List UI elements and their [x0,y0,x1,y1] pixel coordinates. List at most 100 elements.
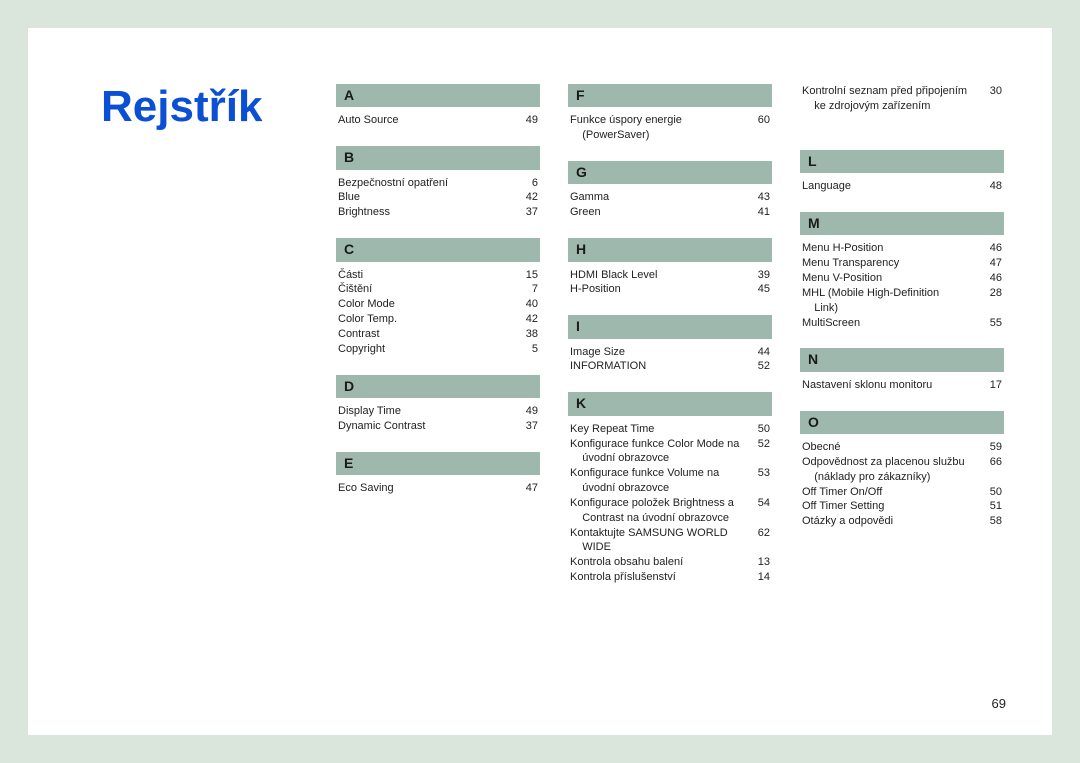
index-entry-label: Části [338,268,520,283]
index-entry: Contrast38 [336,327,540,342]
index-entry-label: Key Repeat Time [570,422,752,437]
index-entry: Copyright5 [336,342,540,357]
index-entry-label: HDMI Black Level [570,268,752,283]
index-entry: Display Time49 [336,404,540,419]
index-entry: Color Mode40 [336,297,540,312]
index-entry-page: 53 [752,466,770,481]
index-entry-label: H-Position [570,282,752,297]
index-entry: Blue42 [336,190,540,205]
index-entry-page: 47 [984,256,1002,271]
index-entry: Key Repeat Time50 [568,422,772,437]
index-entry: Menu H-Position46 [800,241,1004,256]
index-entry-page: 59 [984,440,1002,455]
page-title: Rejstřík [101,82,262,132]
index-entry-page: 51 [984,499,1002,514]
index-entry-page: 39 [752,268,770,283]
index-entry-page: 38 [520,327,538,342]
index-entry-label: MultiScreen [802,316,984,331]
index-entry: Auto Source49 [336,113,540,128]
index-entry-page: 30 [984,84,1002,99]
index-entry-page: 5 [520,342,538,357]
index-entry-page: 49 [520,113,538,128]
index-entry: Menu V-Position46 [800,271,1004,286]
index-column: Kontrolní seznam před připojením ke zdro… [800,84,1004,585]
index-section-header: I [568,315,772,338]
index-section-header: M [800,212,1004,235]
index-entry-page: 15 [520,268,538,283]
index-entry-label: Konfigurace funkce Color Mode na úvodní … [570,437,752,467]
index-entry-page: 54 [752,496,770,511]
index-entry: Kontrola obsahu balení13 [568,555,772,570]
index-entry: Nastavení sklonu monitoru17 [800,378,1004,393]
index-entry-label: Menu H-Position [802,241,984,256]
index-entry: Funkce úspory energie (PowerSaver)60 [568,113,772,143]
document-page: Rejstřík AAuto Source49BBezpečnostní opa… [28,28,1052,735]
index-entry-label: Konfigurace položek Brightness a Contras… [570,496,752,526]
index-entry-label: Menu Transparency [802,256,984,271]
index-entry-label: Otázky a odpovědi [802,514,984,529]
index-entry-page: 49 [520,404,538,419]
index-entry-label: Color Mode [338,297,520,312]
index-entry-page: 48 [984,179,1002,194]
index-column: FFunkce úspory energie (PowerSaver)60GGa… [568,84,772,585]
index-section-header: N [800,348,1004,371]
index-entry: Odpovědnost za placenou službu (náklady … [800,455,1004,485]
index-entry-label: INFORMATION [570,359,752,374]
index-entry: Off Timer Setting51 [800,499,1004,514]
index-entry-label: Kontrola příslušenství [570,570,752,585]
index-entry: Kontrola příslušenství14 [568,570,772,585]
index-entry-page: 45 [752,282,770,297]
index-entry-label: Off Timer Setting [802,499,984,514]
index-section-header: F [568,84,772,107]
index-entry-label: Eco Saving [338,481,520,496]
index-entry-label: Copyright [338,342,520,357]
index-entry-label: Image Size [570,345,752,360]
index-entry: Konfigurace položek Brightness a Contras… [568,496,772,526]
index-entry: Off Timer On/Off50 [800,485,1004,500]
index-section-header: E [336,452,540,475]
index-entry: Obecné59 [800,440,1004,455]
index-entry-label: Dynamic Contrast [338,419,520,434]
index-section-header: D [336,375,540,398]
index-entry-label: Obecné [802,440,984,455]
index-entry: Green41 [568,205,772,220]
index-entry: Image Size44 [568,345,772,360]
index-entry: Kontrolní seznam před připojením ke zdro… [800,84,1004,114]
index-entry-label: Nastavení sklonu monitoru [802,378,984,393]
index-entry-page: 66 [984,455,1002,470]
index-entry-page: 52 [752,437,770,452]
index-entry-page: 50 [752,422,770,437]
index-entry-label: Green [570,205,752,220]
index-entry: Části15 [336,268,540,283]
index-entry: Dynamic Contrast37 [336,419,540,434]
index-entry-label: Color Temp. [338,312,520,327]
index-section-header: B [336,146,540,169]
index-entry-page: 62 [752,526,770,541]
index-entry-label: Off Timer On/Off [802,485,984,500]
index-entry-page: 37 [520,419,538,434]
index-entry-page: 17 [984,378,1002,393]
index-entry-page: 47 [520,481,538,496]
index-section-header: C [336,238,540,261]
index-entry-page: 50 [984,485,1002,500]
index-entry-page: 58 [984,514,1002,529]
index-entry: Eco Saving47 [336,481,540,496]
index-entry-page: 41 [752,205,770,220]
index-entry-page: 44 [752,345,770,360]
index-section-header: L [800,150,1004,173]
index-entry-label: Language [802,179,984,194]
index-entry-page: 46 [984,241,1002,256]
index-entry-page: 52 [752,359,770,374]
index-entry: Brightness37 [336,205,540,220]
index-entry-page: 6 [520,176,538,191]
index-entry-label: Kontaktujte SAMSUNG WORLD WIDE [570,526,752,556]
index-entry-page: 28 [984,286,1002,301]
page-number: 69 [992,696,1006,711]
index-entry-label: Display Time [338,404,520,419]
index-entry-label: Brightness [338,205,520,220]
index-entry-label: Bezpečnostní opatření [338,176,520,191]
index-section-header: O [800,411,1004,434]
index-entry: Kontaktujte SAMSUNG WORLD WIDE62 [568,526,772,556]
index-entry-label: Blue [338,190,520,205]
index-entry-page: 46 [984,271,1002,286]
